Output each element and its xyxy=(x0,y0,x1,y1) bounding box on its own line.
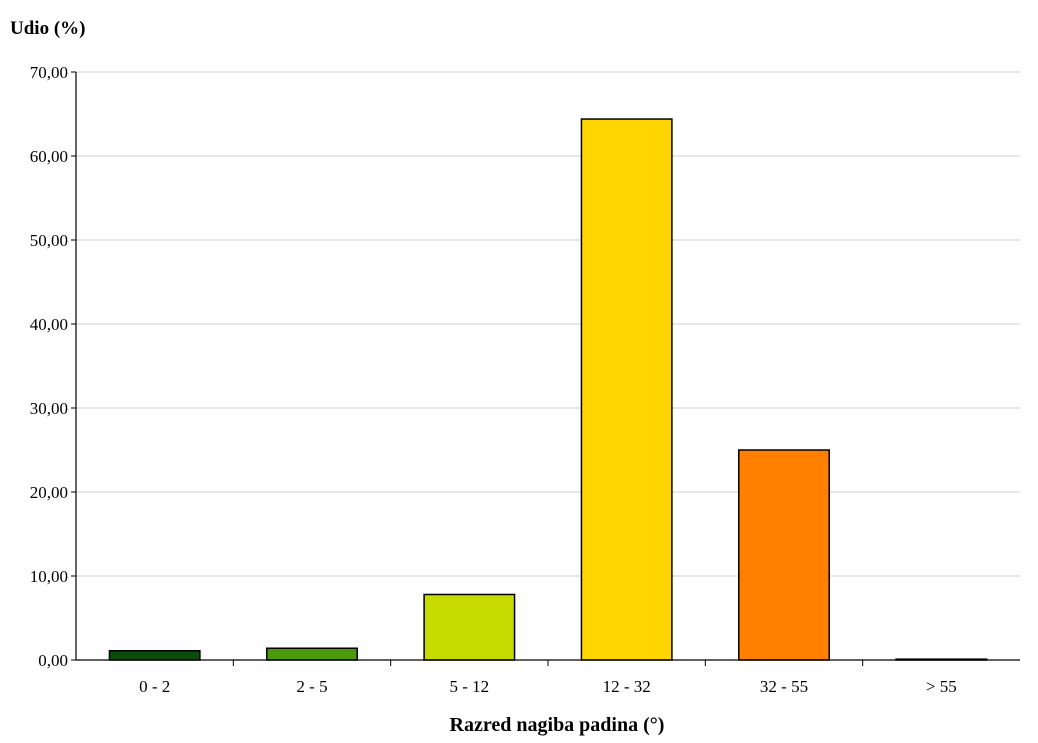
x-tick-label: 12 - 32 xyxy=(603,677,651,696)
y-tick-label: 60,00 xyxy=(30,147,68,166)
bar xyxy=(266,647,358,661)
y-tick-label: 30,00 xyxy=(30,399,68,418)
gridlines xyxy=(71,71,1020,661)
bar xyxy=(580,118,673,661)
bars xyxy=(108,118,988,661)
y-tick-label: 20,00 xyxy=(30,483,68,502)
x-tick-label: 5 - 12 xyxy=(449,677,489,696)
bar xyxy=(108,650,201,661)
axes xyxy=(75,72,1020,661)
bar xyxy=(423,593,516,661)
x-axis-title: Razred nagiba padina (°) xyxy=(450,714,665,736)
bar xyxy=(738,449,830,661)
y-tick-label: 10,00 xyxy=(30,567,68,586)
x-tick-labels: 0 - 2 2 - 5 5 - 12 12 - 32 32 - 55 > 55 xyxy=(139,660,957,696)
y-tick-labels: 0,00 10,00 20,00 30,00 40,00 50,00 60,00 70,00 xyxy=(30,63,68,670)
x-tick-label: 0 - 2 xyxy=(139,677,170,696)
y-axis-title: Udio (%) xyxy=(10,18,85,39)
y-tick-label: 0,00 xyxy=(38,651,68,670)
x-tick-label: 2 - 5 xyxy=(296,677,327,696)
x-tick-label: 32 - 55 xyxy=(760,677,808,696)
x-tick-label: > 55 xyxy=(926,677,957,696)
y-tick-label: 40,00 xyxy=(30,315,68,334)
y-tick-label: 50,00 xyxy=(30,231,68,250)
y-tick-label: 70,00 xyxy=(30,63,68,82)
